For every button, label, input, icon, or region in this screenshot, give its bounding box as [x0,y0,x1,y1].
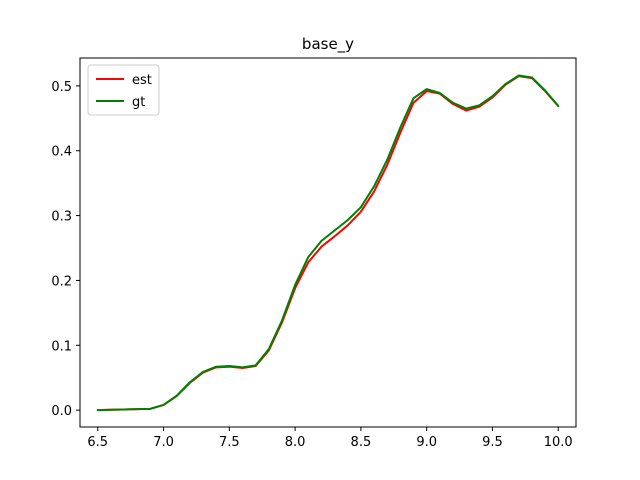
x-tick-label: 7.0 [153,435,174,450]
x-tick-label: 10.0 [544,435,573,450]
legend-box [87,64,160,116]
x-tick-label: 8.5 [351,435,372,450]
y-tick-label: 0.2 [51,274,72,289]
y-tick-label: 0.5 [51,80,72,95]
x-tick-label: 8.0 [285,435,306,450]
plot-area: 6.5 7.0 7.5 8.0 8.5 9.0 9.5 10.0 0.0 0.1 0.2 0.3 0.4… [51,57,577,450]
x-tick-label: 7.5 [219,435,240,450]
y-tick-label: 0.0 [51,404,72,419]
series-line-gt [96,74,560,412]
y-tick-label: 0.1 [51,339,72,354]
chart-title: base_y [302,35,354,54]
x-tick-label: 9.5 [482,435,503,450]
axes-frame [79,57,577,428]
x-tick-label: 9.0 [416,435,437,450]
y-tick-label: 0.3 [51,210,72,225]
x-tick-label: 6.5 [87,435,108,450]
legend-label-gt: gt [132,95,145,110]
legend-label-est: est [132,73,152,88]
y-tick-label: 0.4 [51,145,72,160]
